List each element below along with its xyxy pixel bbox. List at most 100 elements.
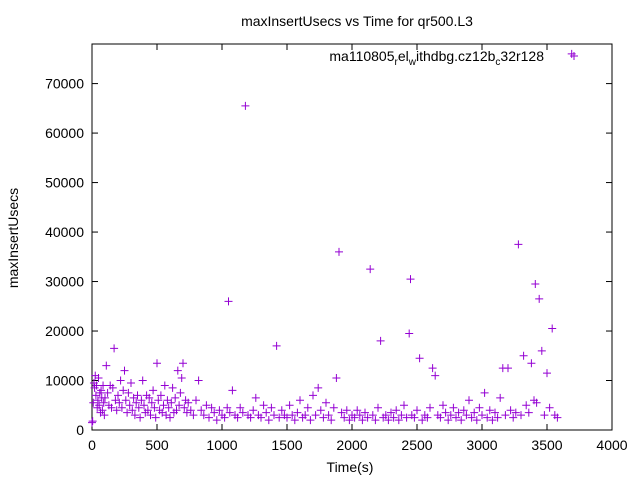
data-point bbox=[285, 401, 294, 410]
data-point bbox=[145, 393, 154, 402]
data-point bbox=[452, 413, 460, 422]
x-tick-label: 4000 bbox=[596, 437, 627, 453]
data-point bbox=[402, 413, 411, 422]
data-point bbox=[545, 403, 554, 412]
data-point bbox=[99, 381, 108, 390]
data-point bbox=[413, 406, 421, 415]
x-axis-label: Time(s) bbox=[327, 459, 374, 475]
data-point bbox=[332, 374, 341, 383]
y-tick-label: 30000 bbox=[45, 274, 84, 290]
data-point bbox=[485, 406, 494, 415]
data-point bbox=[199, 411, 208, 420]
x-tick-label: 2000 bbox=[336, 437, 367, 453]
data-point bbox=[459, 406, 468, 415]
data-point bbox=[197, 406, 206, 415]
data-point bbox=[537, 346, 546, 355]
data-point bbox=[522, 401, 531, 410]
y-tick-label: 20000 bbox=[45, 323, 84, 339]
data-point bbox=[228, 386, 237, 395]
data-point bbox=[88, 418, 96, 427]
data-point bbox=[415, 354, 424, 363]
data-point bbox=[175, 401, 184, 410]
data-point bbox=[514, 240, 523, 249]
data-point bbox=[167, 398, 176, 407]
data-point bbox=[110, 344, 119, 353]
data-points bbox=[88, 49, 576, 427]
legend-label-part: ma110805 bbox=[329, 48, 394, 64]
data-point bbox=[327, 416, 336, 425]
data-point bbox=[493, 413, 502, 422]
chart-title: maxInsertUsecs vs Time for qr500.L3 bbox=[241, 13, 473, 29]
x-tick-label: 2500 bbox=[401, 437, 432, 453]
data-point bbox=[303, 403, 312, 412]
data-point bbox=[517, 411, 525, 420]
data-point bbox=[470, 408, 479, 417]
data-point bbox=[454, 408, 463, 417]
data-point bbox=[114, 391, 122, 400]
data-point bbox=[400, 401, 408, 410]
data-point bbox=[342, 406, 351, 415]
data-point bbox=[444, 416, 453, 425]
data-point bbox=[120, 366, 129, 375]
data-point bbox=[277, 406, 286, 415]
data-point bbox=[257, 413, 265, 422]
data-point bbox=[166, 413, 174, 422]
data-point bbox=[133, 391, 142, 400]
data-point bbox=[212, 416, 221, 425]
data-point bbox=[410, 413, 419, 422]
data-point bbox=[149, 386, 158, 395]
data-point bbox=[288, 411, 297, 420]
data-point bbox=[283, 413, 291, 422]
data-point bbox=[337, 408, 346, 417]
x-tick-label: 500 bbox=[145, 437, 169, 453]
data-point bbox=[329, 403, 338, 412]
data-point bbox=[340, 413, 349, 422]
data-point bbox=[127, 378, 135, 387]
data-point bbox=[389, 413, 398, 422]
data-point bbox=[491, 408, 499, 417]
data-point bbox=[147, 398, 156, 407]
data-point bbox=[124, 388, 133, 397]
data-point bbox=[89, 398, 98, 407]
data-point bbox=[306, 416, 315, 425]
data-point bbox=[397, 411, 406, 420]
data-point bbox=[160, 381, 169, 390]
data-point bbox=[130, 411, 139, 420]
data-point bbox=[457, 416, 466, 425]
data-point bbox=[548, 324, 557, 333]
data-point bbox=[98, 406, 107, 415]
data-point bbox=[439, 401, 447, 410]
data-point bbox=[480, 388, 489, 397]
data-point bbox=[371, 416, 380, 425]
data-point bbox=[189, 411, 198, 420]
data-point bbox=[95, 401, 104, 410]
data-point bbox=[355, 411, 364, 420]
legend-label-subscript: c bbox=[495, 57, 500, 68]
data-point bbox=[151, 413, 160, 422]
data-point bbox=[125, 401, 134, 410]
data-point bbox=[154, 396, 163, 405]
data-point bbox=[509, 413, 518, 422]
data-point bbox=[270, 411, 278, 420]
data-point bbox=[107, 403, 116, 412]
data-point bbox=[100, 411, 109, 420]
data-point bbox=[94, 374, 103, 383]
data-point bbox=[361, 408, 369, 417]
data-point bbox=[241, 101, 250, 110]
data-point bbox=[309, 391, 317, 400]
data-point bbox=[366, 265, 375, 274]
data-point bbox=[527, 359, 536, 368]
data-point bbox=[301, 411, 310, 420]
data-point bbox=[223, 403, 232, 412]
data-point bbox=[179, 359, 187, 368]
legend-marker bbox=[570, 52, 578, 60]
legend: ma110805relwithdbg.cz12bc32r128 bbox=[329, 48, 578, 68]
data-point bbox=[186, 406, 195, 415]
x-tick-label: 3500 bbox=[531, 437, 562, 453]
plot-border bbox=[91, 43, 613, 431]
data-point bbox=[101, 393, 109, 402]
data-point bbox=[511, 408, 520, 417]
data-point bbox=[478, 411, 486, 420]
data-point bbox=[164, 403, 173, 412]
data-point bbox=[194, 376, 203, 385]
